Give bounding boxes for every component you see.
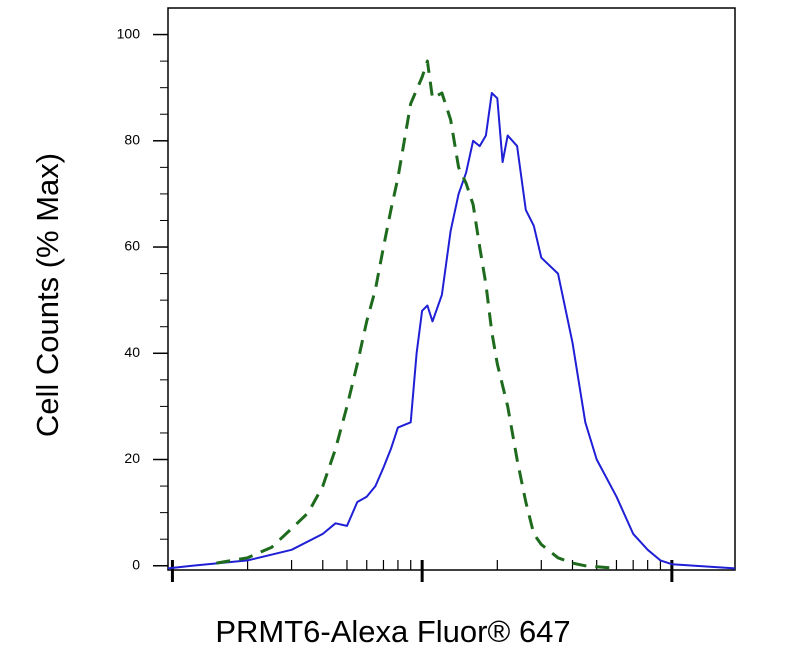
y-tick-label: 80 (124, 132, 140, 148)
y-tick-label: 40 (124, 344, 140, 360)
y-tick-label: 20 (124, 450, 140, 466)
plot-frame (167, 7, 736, 571)
solid-histogram (167, 92, 736, 570)
y-tick-label: 60 (124, 238, 140, 254)
dashed-histogram (216, 59, 617, 570)
y-axis-label: Cell Counts (% Max) (30, 153, 65, 437)
x-axis-label: PRMT6-Alexa Fluor® 647 (215, 614, 570, 649)
y-tick-label: 100 (117, 25, 141, 41)
y-tick-label: 0 (132, 556, 140, 572)
